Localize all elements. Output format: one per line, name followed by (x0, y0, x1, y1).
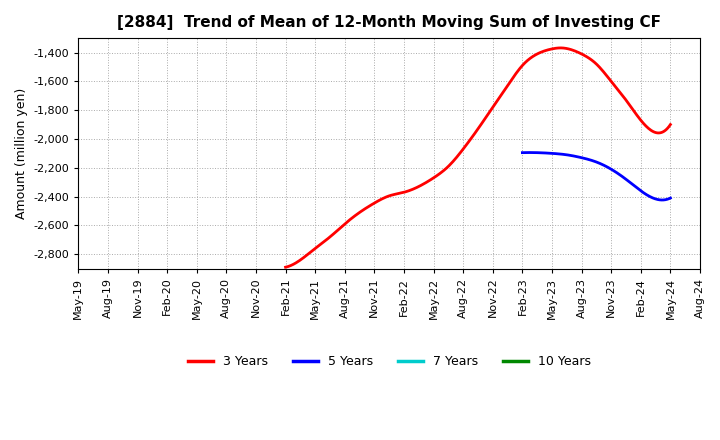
Title: [2884]  Trend of Mean of 12-Month Moving Sum of Investing CF: [2884] Trend of Mean of 12-Month Moving … (117, 15, 661, 30)
Y-axis label: Amount (million yen): Amount (million yen) (15, 88, 28, 219)
Legend: 3 Years, 5 Years, 7 Years, 10 Years: 3 Years, 5 Years, 7 Years, 10 Years (183, 350, 595, 373)
